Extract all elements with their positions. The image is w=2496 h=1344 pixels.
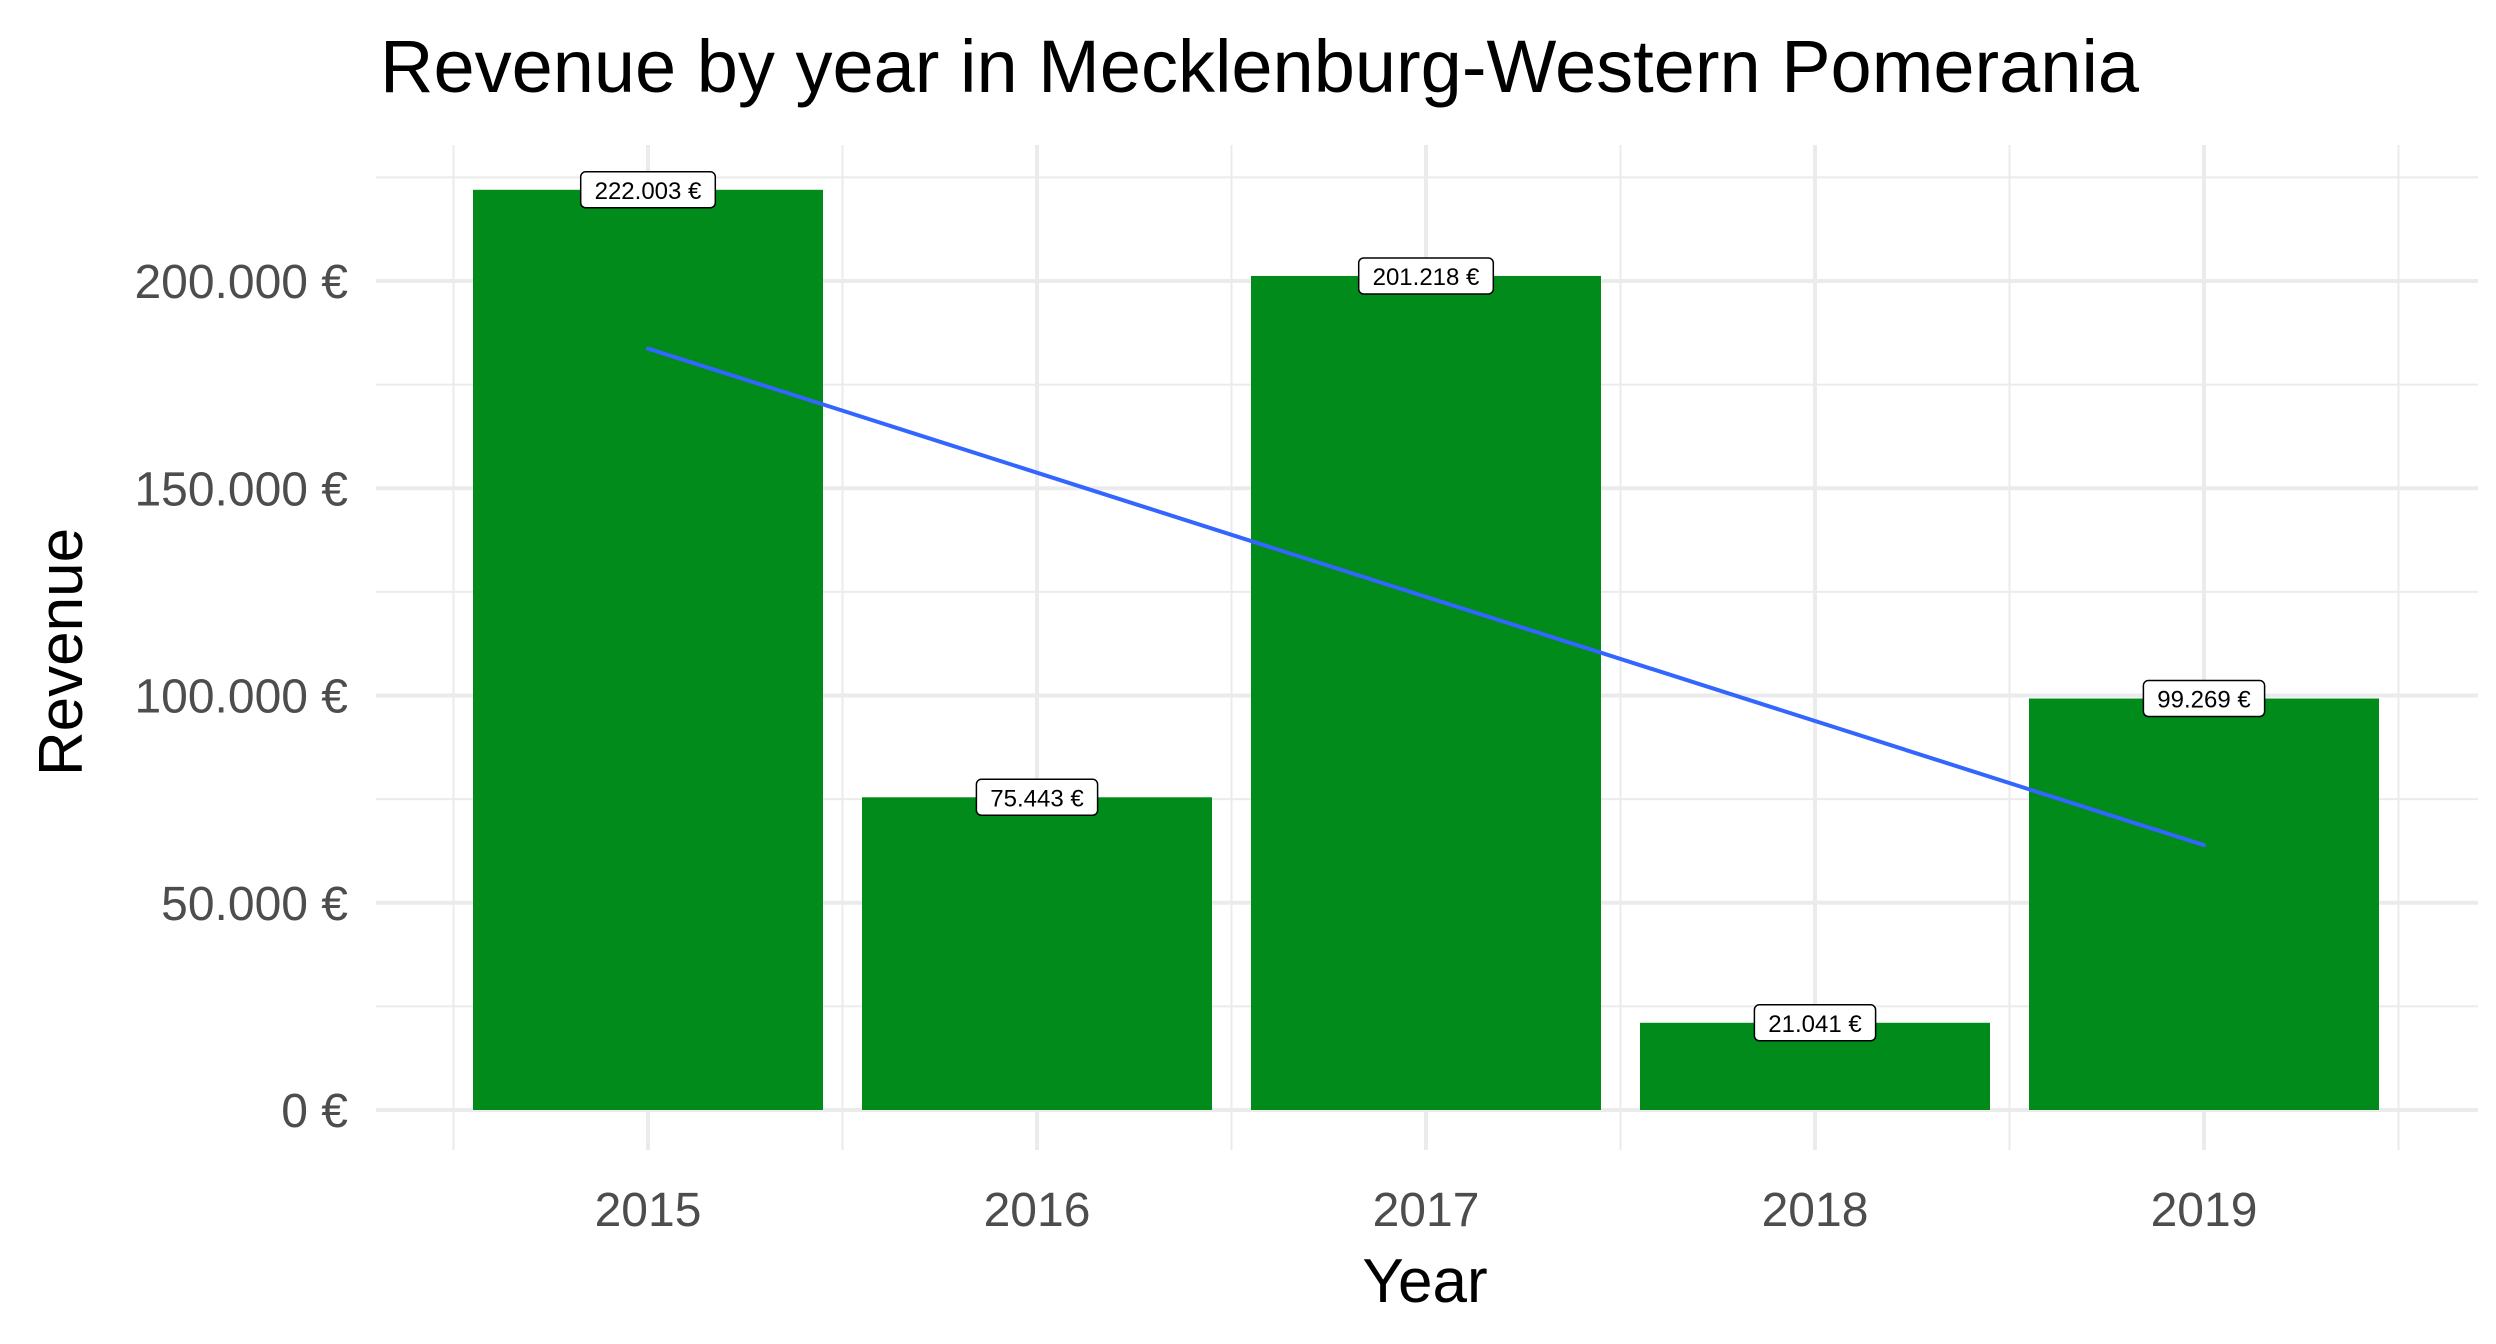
data-label-box — [579, 171, 717, 209]
bars-layer — [473, 189, 2379, 1111]
data-label-box — [975, 778, 1099, 817]
y-tick-label: 200.000 € — [134, 256, 348, 309]
x-axis-title: Year — [1362, 1247, 1487, 1316]
data-label-2019: 99.269 € — [2142, 679, 2266, 718]
trend-line — [646, 346, 2206, 848]
y-tick-label: 0 € — [281, 1085, 348, 1138]
data-label-text: 222.003 € — [595, 178, 702, 205]
x-tick-label: 2018 — [1762, 1184, 1869, 1237]
data-label-box — [1357, 257, 1495, 295]
data-label-2018: 21.041 € — [1753, 1004, 1877, 1042]
data-label-box — [2142, 679, 2266, 718]
x-tick-label: 2017 — [1373, 1184, 1480, 1237]
x-tick-label: 2019 — [2151, 1184, 2258, 1237]
y-tick-label: 150.000 € — [134, 463, 348, 516]
y-tick-label: 50.000 € — [161, 878, 348, 931]
data-label-text: 201.218 € — [1373, 264, 1480, 291]
bar-2019 — [2029, 698, 2379, 1110]
axes-layer: 0 € 50.000 € 100.000 € 150.000 € 200.000 € 20… — [134, 256, 2257, 1237]
data-label-2017: 201.218 € — [1357, 257, 1495, 295]
trend-layer — [646, 346, 2206, 848]
bar-2016 — [862, 797, 1212, 1110]
bar-2017 — [1251, 275, 1601, 1110]
data-label-text: 75.443 € — [990, 785, 1084, 812]
y-tick-label: 100.000 € — [134, 671, 348, 724]
bar-2015 — [473, 189, 823, 1111]
data-label-2015: 222.003 € — [579, 171, 717, 209]
data-label-box — [1753, 1004, 1877, 1042]
y-axis-title: Revenue — [27, 528, 96, 776]
chart-title: Revenue by year in Mecklenburg-Western P… — [380, 25, 2140, 108]
x-tick-label: 2016 — [984, 1184, 1091, 1237]
data-labels-layer: 222.003 € 75.443 € 201.218 € 21.041 € 99.269… — [579, 171, 2266, 1042]
data-label-text: 99.269 € — [2157, 687, 2251, 714]
data-label-text: 21.041 € — [1768, 1011, 1862, 1038]
x-tick-label: 2015 — [595, 1184, 702, 1237]
data-label-2016: 75.443 € — [975, 778, 1099, 817]
